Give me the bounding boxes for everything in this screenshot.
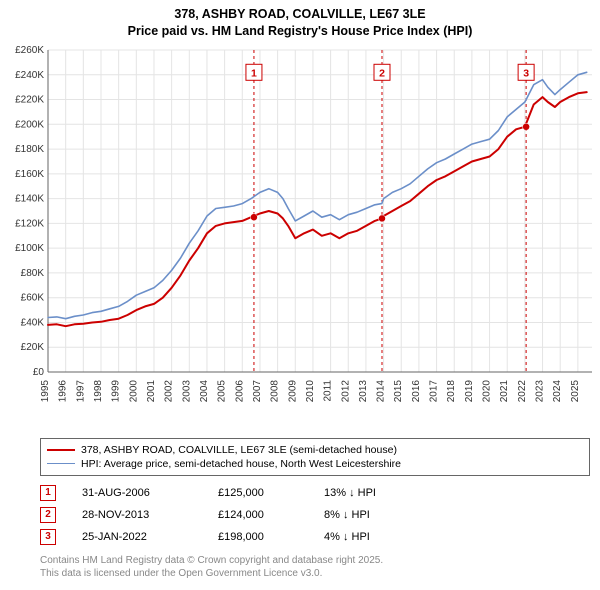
chart-area: £0 £20K £40K £60K £80K £100K £120K £140K £160K £1…	[0, 42, 600, 434]
svg-text:2014: 2014	[376, 379, 387, 402]
svg-text:£80K: £80K	[21, 268, 45, 279]
svg-text:£200K: £200K	[15, 119, 44, 130]
sale-marker-badge: 3	[40, 529, 56, 545]
svg-text:1995: 1995	[40, 379, 51, 402]
svg-text:2020: 2020	[482, 379, 493, 402]
sale-price: £198,000	[218, 531, 298, 543]
svg-text:£140K: £140K	[15, 193, 44, 204]
line-chart: £0 £20K £40K £60K £80K £100K £120K £140K £160K £1…	[0, 42, 600, 434]
svg-text:£120K: £120K	[15, 218, 44, 229]
legend-label: HPI: Average price, semi-detached house,…	[81, 458, 401, 470]
sale-date: 25-JAN-2022	[82, 531, 192, 543]
svg-text:1999: 1999	[111, 379, 122, 402]
footer: Contains HM Land Registry data © Crown c…	[40, 554, 590, 580]
svg-text:£60K: £60K	[21, 292, 45, 303]
sale-price: £124,000	[218, 509, 298, 521]
footer-line-1: Contains HM Land Registry data © Crown c…	[40, 554, 590, 567]
svg-text:2001: 2001	[146, 379, 157, 402]
svg-text:2025: 2025	[570, 379, 581, 402]
svg-text:1998: 1998	[93, 379, 104, 402]
svg-text:2021: 2021	[499, 379, 510, 402]
svg-text:2008: 2008	[270, 379, 281, 402]
svg-text:2012: 2012	[340, 379, 351, 402]
svg-text:2006: 2006	[234, 379, 245, 402]
legend-item: 378, ASHBY ROAD, COALVILLE, LE67 3LE (se…	[47, 443, 583, 457]
svg-text:£260K: £260K	[15, 45, 44, 56]
footer-line-2: This data is licensed under the Open Gov…	[40, 567, 590, 580]
sale-delta-vs-hpi: 4% ↓ HPI	[324, 531, 414, 543]
svg-text:2010: 2010	[305, 379, 316, 402]
sale-delta-vs-hpi: 13% ↓ HPI	[324, 487, 414, 499]
legend-label: 378, ASHBY ROAD, COALVILLE, LE67 3LE (se…	[81, 444, 397, 456]
svg-text:£40K: £40K	[21, 317, 45, 328]
svg-text:£0: £0	[33, 367, 45, 378]
title-address: 378, ASHBY ROAD, COALVILLE, LE67 3LE	[8, 6, 592, 23]
page: 378, ASHBY ROAD, COALVILLE, LE67 3LE Pri…	[0, 0, 600, 590]
svg-text:2023: 2023	[535, 379, 546, 402]
svg-text:2013: 2013	[358, 379, 369, 402]
svg-text:2002: 2002	[164, 379, 175, 402]
svg-text:£180K: £180K	[15, 144, 44, 155]
svg-text:2009: 2009	[287, 379, 298, 402]
svg-text:2022: 2022	[517, 379, 528, 402]
svg-text:2015: 2015	[393, 379, 404, 402]
sale-date: 28-NOV-2013	[82, 509, 192, 521]
svg-text:2024: 2024	[552, 379, 563, 402]
svg-text:£100K: £100K	[15, 243, 44, 254]
sale-delta-vs-hpi: 8% ↓ HPI	[324, 509, 414, 521]
sale-marker-badge: 1	[40, 485, 56, 501]
sale-event-row: 3 25-JAN-2022 £198,000 4% ↓ HPI	[40, 526, 590, 548]
title-subtitle: Price paid vs. HM Land Registry's House …	[8, 23, 592, 40]
svg-text:2004: 2004	[199, 379, 210, 402]
legend-item: HPI: Average price, semi-detached house,…	[47, 457, 583, 471]
svg-text:£240K: £240K	[15, 70, 44, 81]
svg-text:2005: 2005	[217, 379, 228, 402]
sale-date: 31-AUG-2006	[82, 487, 192, 499]
sale-marker-badge: 2	[40, 507, 56, 523]
sale-event-row: 2 28-NOV-2013 £124,000 8% ↓ HPI	[40, 504, 590, 526]
svg-text:2019: 2019	[464, 379, 475, 402]
svg-text:2003: 2003	[181, 379, 192, 402]
svg-text:3: 3	[523, 67, 529, 79]
legend-swatch	[47, 449, 75, 451]
sale-price: £125,000	[218, 487, 298, 499]
svg-text:2018: 2018	[446, 379, 457, 402]
svg-text:2: 2	[379, 67, 385, 79]
svg-text:2011: 2011	[323, 379, 334, 401]
svg-text:1996: 1996	[58, 379, 69, 402]
sale-events-list: 1 31-AUG-2006 £125,000 13% ↓ HPI 2 28-NOV-201…	[40, 482, 590, 548]
svg-text:2000: 2000	[128, 379, 139, 402]
svg-text:£160K: £160K	[15, 169, 44, 180]
svg-text:2017: 2017	[429, 379, 440, 402]
svg-text:£20K: £20K	[21, 342, 45, 353]
legend: 378, ASHBY ROAD, COALVILLE, LE67 3LE (se…	[40, 438, 590, 476]
svg-text:1997: 1997	[75, 379, 86, 402]
title-block: 378, ASHBY ROAD, COALVILLE, LE67 3LE Pri…	[0, 0, 600, 42]
svg-text:1: 1	[251, 67, 257, 79]
svg-text:2016: 2016	[411, 379, 422, 402]
svg-text:£220K: £220K	[15, 94, 44, 105]
svg-text:2007: 2007	[252, 379, 263, 402]
sale-event-row: 1 31-AUG-2006 £125,000 13% ↓ HPI	[40, 482, 590, 504]
legend-swatch	[47, 463, 75, 464]
